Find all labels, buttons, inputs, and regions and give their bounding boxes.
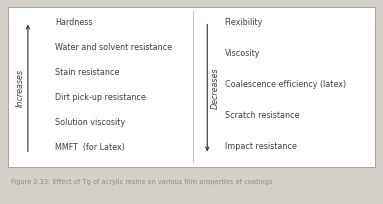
Text: Stain resistance: Stain resistance [56,68,120,77]
Text: Solution viscosity: Solution viscosity [56,118,126,127]
Text: Coalescence efficiency (latex): Coalescence efficiency (latex) [224,79,346,88]
Text: MMFT  (for Latex): MMFT (for Latex) [56,143,125,152]
Text: Viscosity: Viscosity [224,49,260,58]
Text: Hardness: Hardness [56,18,93,27]
Text: Figure 2.33: Effect of Tg of acrylic resins on various film properties of coatin: Figure 2.33: Effect of Tg of acrylic res… [11,178,273,184]
Text: Decreases: Decreases [211,67,220,108]
Text: Water and solvent resistance: Water and solvent resistance [56,43,173,52]
Text: Flexibility: Flexibility [224,18,263,27]
Text: Scratch resistance: Scratch resistance [224,110,299,119]
Text: Impact resistance: Impact resistance [224,141,296,150]
Text: Dirt pick-up resistance: Dirt pick-up resistance [56,93,146,102]
Text: Increases: Increases [15,69,24,107]
